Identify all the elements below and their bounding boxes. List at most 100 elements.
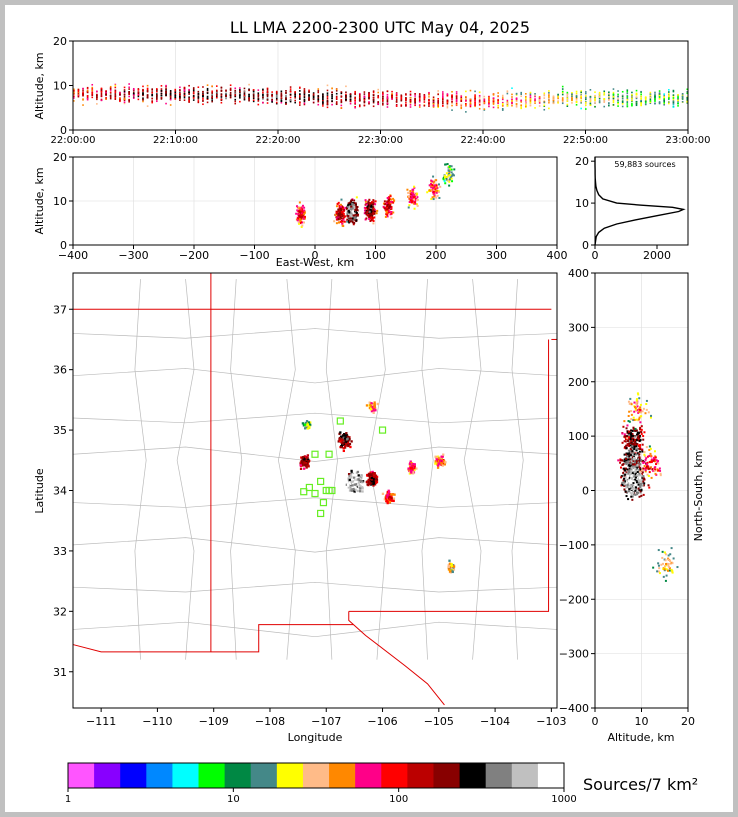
p1-source-cell — [658, 94, 661, 97]
p5-source-cell — [641, 482, 644, 485]
p4-source-cell — [434, 462, 437, 465]
p1-source-cell — [308, 97, 310, 100]
p5-source-cell — [639, 406, 642, 409]
p1-source-cell — [621, 100, 624, 102]
p1-source-cell — [492, 106, 495, 109]
colorbar-tick-label: 1 — [65, 794, 71, 805]
p1-source-cell — [668, 91, 670, 93]
p1-source-cell — [197, 95, 200, 98]
p1-source-cell — [303, 90, 306, 93]
p1-source-cell — [395, 94, 398, 97]
p5-source-cell — [633, 465, 636, 468]
p5-source-cell — [648, 448, 651, 451]
p1-source-cell — [644, 99, 647, 102]
p1-source-cell — [603, 99, 606, 101]
p2-source-cell — [303, 215, 306, 218]
p1-source-cell — [206, 95, 209, 98]
p5-source-cell — [639, 491, 642, 494]
p4-source-cell — [439, 459, 442, 462]
p1-source-cell — [672, 89, 675, 92]
p5-source-cell — [625, 427, 628, 430]
p2-source-cell — [432, 198, 435, 201]
p1-source-cell — [446, 99, 449, 102]
p1-source-cell — [91, 86, 94, 89]
p1-source-cell — [243, 97, 246, 100]
p2-source-cell — [367, 214, 370, 217]
p5-source-cell — [617, 459, 620, 462]
p1-source-cell — [243, 93, 246, 95]
p5-source-cell — [647, 467, 650, 470]
p1-source-cell — [515, 100, 518, 103]
p2-source-cell — [350, 215, 353, 218]
p1-source-cell — [358, 100, 361, 102]
p4-county-line — [325, 279, 338, 660]
p1-source-cell — [252, 97, 255, 100]
p1-source-cell — [474, 105, 476, 108]
p1-source-cell — [372, 91, 375, 94]
p1-source-cell — [354, 96, 356, 99]
p2-source-cell — [355, 211, 358, 214]
p5-source-cell — [661, 550, 664, 553]
p1-source-cell — [677, 96, 679, 99]
p5-source-cell — [625, 444, 628, 447]
p5-source-cell — [654, 468, 657, 471]
p4-source-cell — [367, 478, 370, 482]
p4-source-cell — [360, 486, 364, 489]
p2-source-cell — [365, 217, 368, 220]
p1-source-cell — [345, 93, 347, 96]
p1-source-cell — [215, 94, 218, 96]
p2-source-cell — [298, 210, 301, 213]
p5-source-cell — [653, 456, 656, 459]
p1-source-cell — [451, 109, 453, 111]
p3-xtick-label: 0 — [592, 249, 599, 262]
p1-source-cell — [460, 107, 463, 110]
p2-source-cell — [415, 197, 418, 200]
p1-source-cell — [358, 104, 361, 106]
p1-source-cell — [262, 98, 264, 100]
p5-source-cell — [632, 491, 635, 494]
p5-source-cell — [628, 488, 631, 491]
p1-source-cell — [160, 97, 163, 99]
p1-source-cell — [575, 90, 578, 93]
p2-source-cell — [368, 202, 371, 205]
p4-source-cell — [351, 472, 354, 475]
p4-source-cell — [348, 489, 352, 492]
p1-source-cell — [446, 94, 449, 97]
p1-source-cell — [617, 93, 619, 96]
p1-source-cell — [82, 104, 84, 106]
p1-source-cell — [418, 96, 421, 98]
p4-source-cell — [350, 476, 353, 479]
p1-source-cell — [109, 91, 112, 94]
p4-source-cell — [347, 473, 351, 476]
p5-source-cell — [662, 575, 665, 578]
p1-source-cell — [506, 103, 509, 105]
p4-source-cell — [415, 467, 418, 470]
p5-source-cell — [625, 495, 628, 498]
p2-source-cell — [350, 205, 353, 208]
p5-source-cell — [672, 557, 675, 560]
p1-source-cell — [91, 91, 94, 94]
p5-source-cell — [629, 459, 632, 462]
p1-source-cell — [96, 96, 98, 99]
p5-source-cell — [646, 461, 649, 464]
p5-source-cell — [623, 488, 626, 491]
p2-source-cell — [351, 206, 354, 209]
p2-source-cell — [370, 215, 373, 218]
p1-source-cell — [100, 87, 103, 90]
p1-source-cell — [478, 104, 481, 106]
p1-source-cell — [626, 97, 629, 100]
p1-source-cell — [363, 104, 366, 107]
p1-source-cell — [603, 98, 606, 100]
p4-source-cell — [412, 471, 415, 474]
p1-source-cell — [354, 92, 356, 95]
p4-source-cell — [368, 477, 372, 481]
p2-source-cell — [412, 196, 415, 199]
p1-source-cell — [566, 103, 569, 106]
p5-source-cell — [632, 482, 635, 485]
p1-source-cell — [631, 94, 633, 96]
p1-source-cell — [271, 99, 273, 101]
p4-county-line — [72, 446, 558, 462]
p5-source-cell — [623, 453, 626, 456]
p2-source-cell — [337, 216, 340, 219]
p1-source-cell — [160, 85, 163, 87]
